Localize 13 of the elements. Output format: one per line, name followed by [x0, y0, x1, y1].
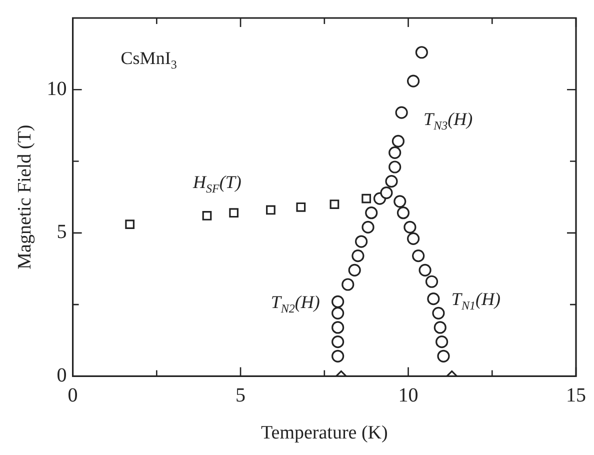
annotation: CsMnI$_{3}$: [120, 47, 177, 74]
series-label: H$_{SF}$(T): [192, 170, 242, 198]
y-tick-label: 0: [56, 364, 67, 386]
x-axis-title: Temperature (K): [260, 422, 388, 444]
series-label: T$_{N2}$(H): [270, 290, 320, 318]
x-tick-label: 5: [236, 384, 246, 406]
y-tick-label: 5: [56, 221, 67, 244]
series-label: T$_{N3}$(H): [424, 108, 473, 134]
x-tick-label: 10: [398, 384, 418, 406]
y-tick-label: 10: [46, 78, 67, 100]
series-label: T$_{N1}$(H): [451, 288, 500, 314]
x-tick-label: 15: [566, 384, 586, 406]
y-axis-title: Magnetic Field (T): [14, 124, 36, 270]
